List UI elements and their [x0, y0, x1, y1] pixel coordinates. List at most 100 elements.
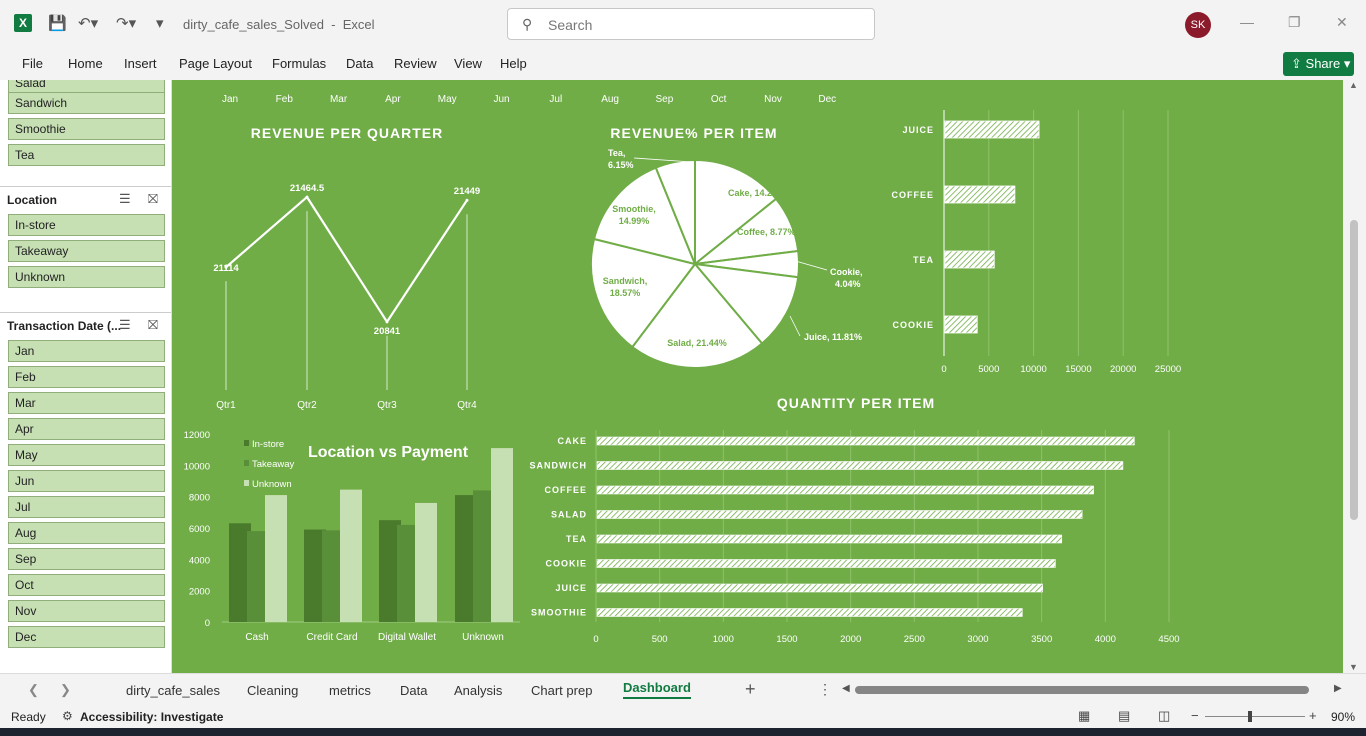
quantity-label-smoothie: SMOOTHIE — [531, 608, 587, 618]
scroll-up-icon[interactable]: ▲ — [1349, 80, 1358, 90]
slicer-item-sandwich[interactable]: Sandwich — [8, 92, 165, 114]
timeline-month-apr: Apr — [385, 94, 401, 105]
revenue-item-title: REVENUE% PER ITEM — [610, 125, 777, 141]
restore-icon[interactable]: ❐ — [1288, 14, 1301, 30]
slicer-month-dec[interactable]: Dec — [8, 626, 165, 648]
share-button[interactable]: ⇪ Share ▾ — [1283, 52, 1354, 76]
tab-scroll-left-icon[interactable]: ❮ — [28, 682, 39, 697]
menu-review[interactable]: Review — [394, 56, 437, 71]
save-icon[interactable]: 💾 — [48, 15, 67, 32]
slicer-location-in-store[interactable]: In-store — [8, 214, 165, 236]
tab-metrics[interactable]: metrics — [329, 683, 371, 698]
menu-page-layout[interactable]: Page Layout — [179, 56, 253, 71]
timeline-month-jul: Jul — [549, 94, 562, 105]
multi-select-icon[interactable]: ☰ — [119, 191, 131, 206]
slicer-item-smoothie[interactable]: Smoothie — [8, 118, 165, 140]
vertical-scroll-thumb[interactable] — [1350, 220, 1358, 520]
redo-icon[interactable]: ↷▾ — [116, 15, 137, 32]
zoom-slider[interactable] — [1205, 716, 1305, 717]
customize-toolbar-icon[interactable]: ▾ — [156, 15, 164, 32]
bar-digital-wallet-unknown — [415, 502, 437, 622]
document-title: dirty_cafe_sales_Solved - Excel — [183, 17, 375, 32]
slicer-item-tea[interactable]: Tea — [8, 144, 165, 166]
slicer-month-apr[interactable]: Apr — [8, 418, 165, 440]
scroll-down-icon[interactable]: ▼ — [1349, 662, 1358, 672]
pie-label-sandwich: Sandwich, — [603, 276, 648, 286]
quantity-bar-salad — [596, 510, 1083, 519]
slicer-month-jul[interactable]: Jul — [8, 496, 165, 518]
slicer-month-aug[interactable]: Aug — [8, 522, 165, 544]
slicer-month-jun[interactable]: Jun — [8, 470, 165, 492]
pie-label-tea: Tea, — [608, 148, 625, 158]
menu-home[interactable]: Home — [68, 56, 103, 71]
tab-analysis[interactable]: Analysis — [454, 683, 503, 698]
zoom-out-icon[interactable]: − — [1191, 708, 1199, 723]
search-box[interactable]: ⚲ Search — [507, 8, 875, 40]
page-layout-view-icon[interactable]: ▤ — [1118, 708, 1131, 723]
menu-formulas[interactable]: Formulas — [272, 56, 327, 71]
search-icon: ⚲ — [522, 16, 533, 32]
tab-scroll-right-icon[interactable]: ❯ — [60, 682, 71, 697]
menu-help[interactable]: Help — [500, 56, 527, 71]
slicer-month-oct[interactable]: Oct — [8, 574, 165, 596]
horizontal-scroll-thumb[interactable] — [855, 686, 1309, 694]
revenue-item-tick-5000: 5000 — [978, 364, 999, 375]
more-options-icon[interactable]: ⋮ — [818, 681, 832, 697]
quantity-label-coffee: COFFEE — [544, 485, 587, 495]
clear-filter-icon[interactable]: ⛝ — [148, 317, 158, 332]
location-payment-tick-10000: 10000 — [184, 461, 210, 472]
pie-label-pct-smoothie: 14.99% — [619, 216, 650, 226]
slicer-month-feb[interactable]: Feb — [8, 366, 165, 388]
revenue-item-label-tea: TEA — [913, 255, 934, 265]
tab-cleaning[interactable]: Cleaning — [247, 683, 299, 698]
add-sheet-icon[interactable]: + — [745, 679, 756, 699]
menu-file[interactable]: File — [22, 56, 43, 71]
slicer-month-nov[interactable]: Nov — [8, 600, 165, 622]
zoom-level[interactable]: 90% — [1331, 710, 1356, 724]
tab-data[interactable]: Data — [400, 683, 428, 698]
undo-icon[interactable]: ↶▾ — [78, 15, 99, 32]
quantity-tick-2000: 2000 — [840, 634, 861, 645]
slicer-location-takeaway[interactable]: Takeaway — [8, 240, 165, 262]
menu-insert[interactable]: Insert — [124, 56, 157, 71]
tab-dashboard[interactable]: Dashboard — [623, 680, 691, 699]
minimize-icon[interactable]: — — [1240, 14, 1254, 30]
quantity-tick-0: 0 — [593, 634, 598, 645]
location-payment-tick-4000: 4000 — [189, 555, 210, 566]
quantity-label-sandwich: SANDWICH — [530, 461, 588, 471]
vertical-scrollbar[interactable]: ▲ ▼ — [1343, 80, 1366, 673]
status-bar: Ready ⚙ Accessibility: Investigate ▦ ▤ ◫… — [0, 706, 1366, 728]
location-payment-tick-12000: 12000 — [184, 430, 210, 441]
multi-select-icon[interactable]: ☰ — [119, 317, 131, 332]
chevron-down-icon: ▾ — [1343, 56, 1351, 71]
tab-dirty-cafe-sales[interactable]: dirty_cafe_sales — [126, 683, 220, 698]
slicer-month-sep[interactable]: Sep — [8, 548, 165, 570]
zoom-slider-thumb[interactable] — [1248, 711, 1252, 722]
timeline-month-may: May — [438, 94, 457, 105]
slicer-month-jan[interactable]: Jan — [8, 340, 165, 362]
hscroll-left-icon[interactable]: ◀ — [842, 683, 850, 694]
quantity-bar-juice — [596, 583, 1043, 593]
menu-view[interactable]: View — [454, 56, 482, 71]
location-payment-title: Location vs Payment — [308, 444, 469, 461]
share-icon: ⇪ — [1291, 56, 1302, 71]
quantity-bar-sandwich — [596, 461, 1124, 470]
slicer-month-mar[interactable]: Mar — [8, 392, 165, 414]
tab-chart-prep[interactable]: Chart prep — [531, 683, 593, 698]
clear-filter-icon[interactable]: ⛝ — [148, 191, 158, 206]
slicer-location-unknown[interactable]: Unknown — [8, 266, 165, 288]
legend-label-in-store: In-store — [252, 439, 284, 450]
menu-data[interactable]: Data — [346, 56, 374, 71]
hscroll-right-icon[interactable]: ▶ — [1334, 683, 1342, 694]
avatar[interactable]: SK — [1185, 12, 1211, 38]
accessibility-status[interactable]: Accessibility: Investigate — [80, 710, 224, 724]
ribbon-tabs: File Home Insert Page Layout Formulas Da… — [0, 48, 1366, 80]
normal-view-icon[interactable]: ▦ — [1078, 708, 1091, 723]
pie-slice-cake — [694, 158, 778, 267]
close-icon[interactable]: ✕ — [1336, 14, 1348, 30]
bar-cash-unknown — [265, 495, 287, 622]
revenue-label-qtr3: 20841 — [374, 326, 401, 337]
page-break-view-icon[interactable]: ◫ — [1158, 708, 1171, 723]
zoom-in-icon[interactable]: + — [1309, 708, 1317, 723]
slicer-month-may[interactable]: May — [8, 444, 165, 466]
